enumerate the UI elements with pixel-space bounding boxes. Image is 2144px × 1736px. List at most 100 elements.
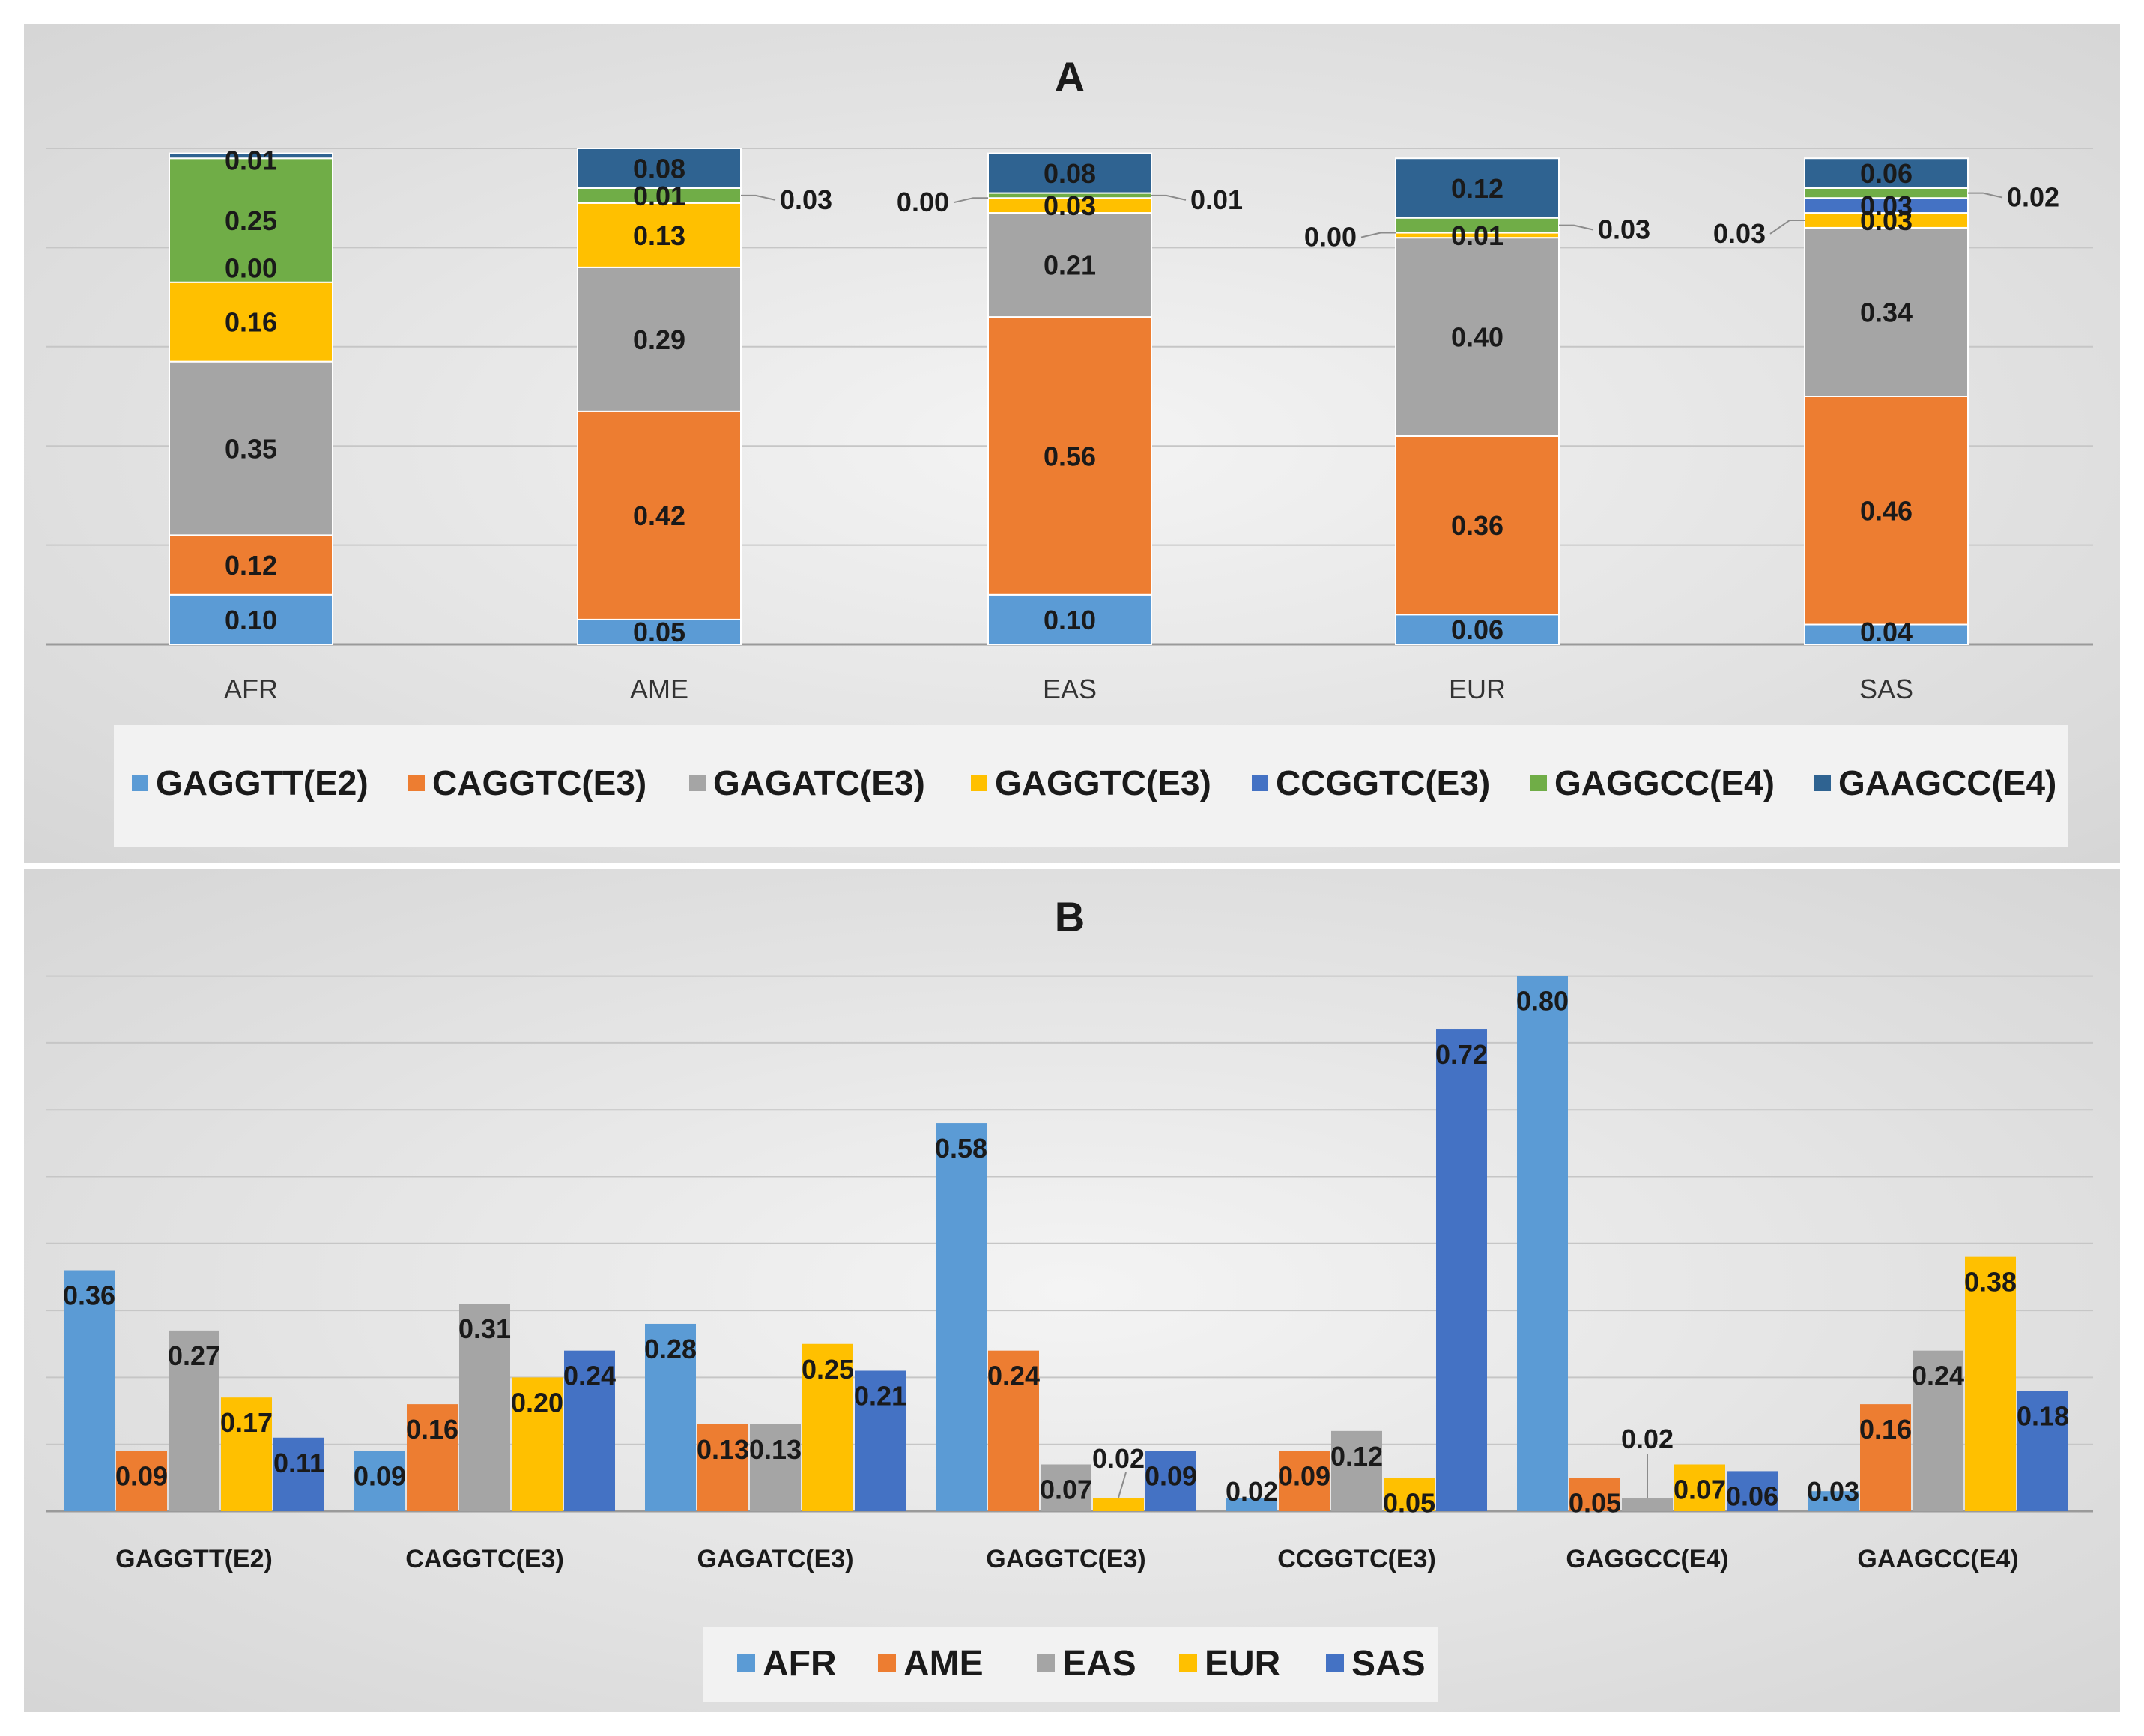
- callout-leader-line: [1360, 232, 1396, 238]
- callout-leader-line: [1151, 194, 1187, 201]
- bar-gaggtc-e3-ame: [988, 1350, 1039, 1511]
- panel-a-legend: GAGGTT(E2) CAGGTC(E3) GAGATC(E3) GAGGTC(E3)…: [132, 763, 2056, 802]
- data-label-gagatc-e3-sas: 0.21: [854, 1380, 906, 1411]
- panel-b: B 0.360.090.270.170.11 0.090.160.310.200.…: [24, 869, 2120, 1712]
- data-label-sas-gaagcc-e4: 0.06: [1860, 158, 1913, 189]
- panel-b-bars: [64, 976, 2068, 1511]
- callout-leader-line: [1968, 192, 2003, 199]
- data-label-afr-gaggtc-e3: 0.16: [225, 307, 277, 338]
- data-label-ame-gaggtt-e2: 0.05: [633, 617, 685, 647]
- data-label-caggtc-e3-ame: 0.16: [406, 1414, 458, 1445]
- panel-a-data-labels: 0.10 0.12 0.35 0.16 0.00 0.25 0.01 0.05 0.42 0.29…: [225, 145, 2059, 647]
- callout-label: 0.02: [2007, 182, 2059, 213]
- data-label-ame-gaagcc-e4: 0.08: [633, 153, 685, 184]
- data-label-gaggcc-e4-eur: 0.07: [1674, 1474, 1726, 1504]
- data-label-gaggtc-e3-eur: 0.02: [1092, 1443, 1145, 1474]
- legend-label-eas: EAS: [1062, 1644, 1136, 1684]
- data-label-sas-ccggtc-e3: 0.03: [1860, 190, 1913, 221]
- callout-leader-line: [953, 197, 988, 204]
- data-label-ccggtc-e3-eas: 0.12: [1330, 1441, 1383, 1472]
- bar-gaggtt-e2-eas: [169, 1330, 219, 1511]
- data-label-eur-gagatc-e3: 0.40: [1451, 322, 1503, 353]
- bar-gaggtt-e2-ame: [116, 1451, 167, 1511]
- data-label-gagatc-e3-eur: 0.25: [802, 1354, 854, 1385]
- bar-gaggcc-e4-eur: [1674, 1464, 1725, 1511]
- data-label-gaggtc-e3-eas: 0.07: [1040, 1474, 1092, 1504]
- panel-b-category-labels: GAGGTT(E2) CAGGTC(E3) GAGATC(E3) GAGGTC(E3)…: [115, 1545, 2019, 1573]
- panel-a-category-labels: AFR AME EAS EUR SAS: [224, 674, 1913, 704]
- data-label-afr-gaagcc-e4: 0.01: [225, 145, 277, 176]
- bar-gaggcc-e4-ame: [1569, 1478, 1620, 1511]
- stacked-bar-segment-eas-gaggtt-e2: [987, 593, 1152, 645]
- bar-caggtc-e3-sas: [564, 1350, 615, 1511]
- category-label-afr: AFR: [224, 674, 278, 704]
- panel-a-title: A: [1055, 53, 1085, 100]
- legend-label-caggtc-e3: CAGGTC(E3): [432, 763, 646, 802]
- legend-label-afr: AFR: [763, 1644, 837, 1684]
- stacked-bar-segment-sas-gaggtt-e2: [1804, 623, 1969, 646]
- panel-b-data-labels: 0.360.090.270.170.11 0.090.160.310.200.24…: [63, 986, 2069, 1519]
- category-label-gaggtt-e2: GAGGTT(E2): [115, 1545, 273, 1573]
- legend-label-gagatc-e3: GAGATC(E3): [713, 763, 925, 802]
- bar-gaggtc-e3-eas: [1041, 1464, 1091, 1511]
- legend-swatch-afr: [737, 1654, 755, 1672]
- legend-swatch-gaagcc-e4: [1814, 775, 1831, 791]
- bar-gagatc-e3-eur: [802, 1343, 853, 1511]
- legend-label-gaggtc-e3: GAGGTC(E3): [995, 763, 1211, 802]
- data-label-eas-caggtc-e3: 0.56: [1044, 441, 1096, 471]
- callout-leader-line: [1559, 224, 1594, 231]
- data-label-sas-gaggtc-e3: 0.03: [1860, 205, 1913, 236]
- data-label-caggtc-e3-sas: 0.24: [563, 1361, 616, 1391]
- bar-ccggtc-e3-eas: [1331, 1430, 1382, 1511]
- panel-b-legend: AFR AME EAS EUR SAS: [737, 1644, 1426, 1684]
- stacked-bar-segment-ame-gagatc-e3: [577, 266, 742, 412]
- bar-gaggtc-e3-eur: [1093, 1498, 1144, 1511]
- stacked-bar-segment-eur-caggtc-e3: [1395, 435, 1560, 616]
- data-label-gagatc-e3-eas: 0.13: [749, 1434, 802, 1465]
- data-label-ame-caggtc-e3: 0.42: [633, 500, 685, 531]
- data-label-afr-caggtc-e3: 0.12: [225, 550, 277, 581]
- bar-gaagcc-e4-eas: [1913, 1350, 1963, 1511]
- callout-label: 0.01: [1190, 184, 1243, 215]
- data-label-eur-caggtc-e3: 0.36: [1451, 510, 1503, 541]
- data-label-gagatc-e3-afr: 0.28: [644, 1334, 697, 1364]
- stacked-bar-segment-ame-caggtc-e3: [577, 410, 742, 620]
- data-label-gaggtc-e3-sas: 0.09: [1145, 1461, 1197, 1492]
- stacked-bar-segment-sas-gaagcc-e4: [1804, 157, 1969, 189]
- bar-gaagcc-e4-sas: [2017, 1391, 2068, 1511]
- callout-leader-line: [1769, 219, 1805, 235]
- data-label-gaggcc-e4-eas: 0.02: [1621, 1424, 1674, 1454]
- data-label-ccggtc-e3-ame: 0.09: [1278, 1461, 1330, 1492]
- panel-b-title: B: [1055, 893, 1085, 940]
- data-label-eas-gaggtt-e2: 0.10: [1044, 605, 1096, 635]
- stacked-bar-segment-afr-gaagcc-e4: [169, 152, 333, 160]
- legend-swatch-sas: [1326, 1654, 1344, 1672]
- data-label-eur-gaggtt-e2: 0.06: [1451, 614, 1503, 645]
- panel-a: A 0.100.120.350.160.000.250.010.050.420.…: [24, 24, 2120, 863]
- panel-a-bars: [169, 148, 1969, 646]
- bar-gaggtt-e2-sas: [273, 1437, 324, 1511]
- data-label-caggtc-e3-eur: 0.20: [511, 1387, 563, 1418]
- data-label-ame-gaggtc-e3: 0.13: [633, 220, 685, 251]
- callout-leader-line: [1118, 1472, 1127, 1498]
- category-label-caggtc-e3: CAGGTC(E3): [405, 1545, 564, 1573]
- data-label-eur-gaagcc-e4: 0.12: [1451, 173, 1503, 204]
- category-label-ccggtc-e3: CCGGTC(E3): [1277, 1545, 1436, 1573]
- data-label-eas-gaagcc-e4: 0.08: [1044, 158, 1096, 189]
- legend-label-gaggtt-e2: GAGGTT(E2): [156, 763, 369, 802]
- legend-label-gaggcc-e4: GAGGCC(E4): [1554, 763, 1775, 802]
- bar-ccggtc-e3-sas: [1436, 1029, 1487, 1511]
- bar-gagatc-e3-eas: [750, 1424, 801, 1511]
- legend-label-ame: AME: [903, 1644, 984, 1684]
- bar-caggtc-e3-eur: [512, 1377, 563, 1511]
- data-label-ame-gagatc-e3: 0.29: [633, 324, 685, 355]
- category-label-gaggcc-e4: GAGGCC(E4): [1566, 1545, 1728, 1573]
- stacked-bar-segment-sas-gagatc-e3: [1804, 226, 1969, 398]
- stacked-bar-segment-eas-gaagcc-e4: [987, 152, 1152, 194]
- data-label-afr-gagatc-e3: 0.35: [225, 434, 277, 465]
- bar-gaggtt-e2-eur: [221, 1397, 272, 1511]
- category-label-gagatc-e3: GAGATC(E3): [697, 1545, 853, 1573]
- data-label-gaggtc-e3-afr: 0.58: [935, 1133, 987, 1164]
- data-label-eas-gagatc-e3: 0.21: [1044, 250, 1096, 281]
